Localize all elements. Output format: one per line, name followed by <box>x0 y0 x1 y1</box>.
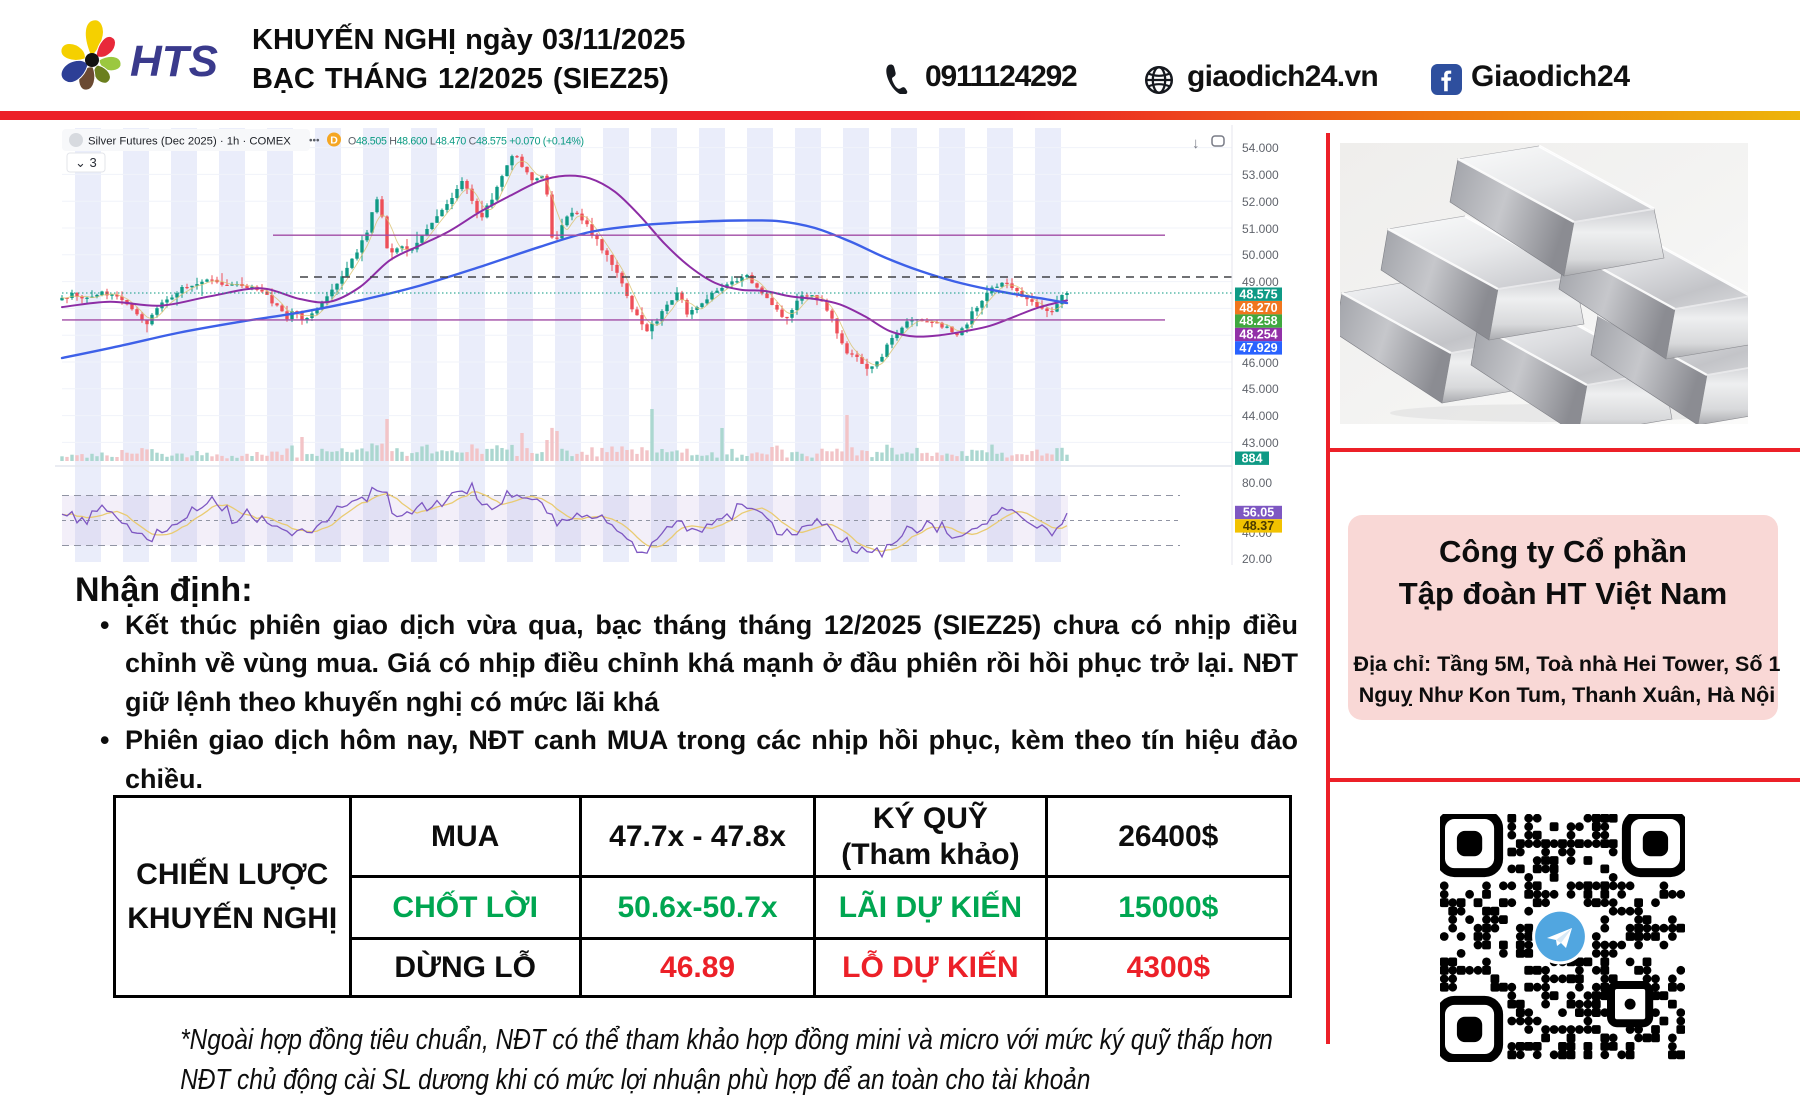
svg-text:884: 884 <box>1242 451 1263 465</box>
svg-text:O48.505 H48.600 L48.470 C48.57: O48.505 H48.600 L48.470 C48.575 +0.070 (… <box>348 136 584 148</box>
svg-text:Silver Futures (Dec 2025) · 1h: Silver Futures (Dec 2025) · 1h · COMEX <box>88 136 291 148</box>
svg-text:⌄ 3: ⌄ 3 <box>75 155 97 170</box>
svg-text:48.575: 48.575 <box>1239 287 1277 301</box>
svg-text:48.254: 48.254 <box>1239 328 1277 342</box>
svg-text:48.37: 48.37 <box>1243 519 1274 533</box>
svg-text:49.000: 49.000 <box>1242 275 1279 289</box>
svg-text:80.00: 80.00 <box>1242 476 1272 490</box>
svg-text:50.000: 50.000 <box>1242 248 1279 262</box>
svg-text:HTS: HTS <box>130 37 218 86</box>
svg-text:↓: ↓ <box>1192 135 1200 152</box>
svg-text:46.000: 46.000 <box>1242 356 1279 370</box>
svg-text:53.000: 53.000 <box>1242 168 1279 182</box>
svg-text:D: D <box>330 135 338 147</box>
svg-text:44.000: 44.000 <box>1242 409 1279 423</box>
svg-text:51.000: 51.000 <box>1242 222 1279 236</box>
svg-text:20.00: 20.00 <box>1242 552 1272 565</box>
svg-text:48.270: 48.270 <box>1239 301 1277 315</box>
svg-text:•••: ••• <box>309 136 320 147</box>
svg-text:45.000: 45.000 <box>1242 382 1279 396</box>
svg-text:54.000: 54.000 <box>1242 141 1279 155</box>
svg-text:47.929: 47.929 <box>1239 341 1277 355</box>
svg-text:52.000: 52.000 <box>1242 195 1279 209</box>
svg-text:48.258: 48.258 <box>1239 314 1277 328</box>
svg-text:56.05: 56.05 <box>1243 506 1274 520</box>
svg-text:43.000: 43.000 <box>1242 436 1279 450</box>
